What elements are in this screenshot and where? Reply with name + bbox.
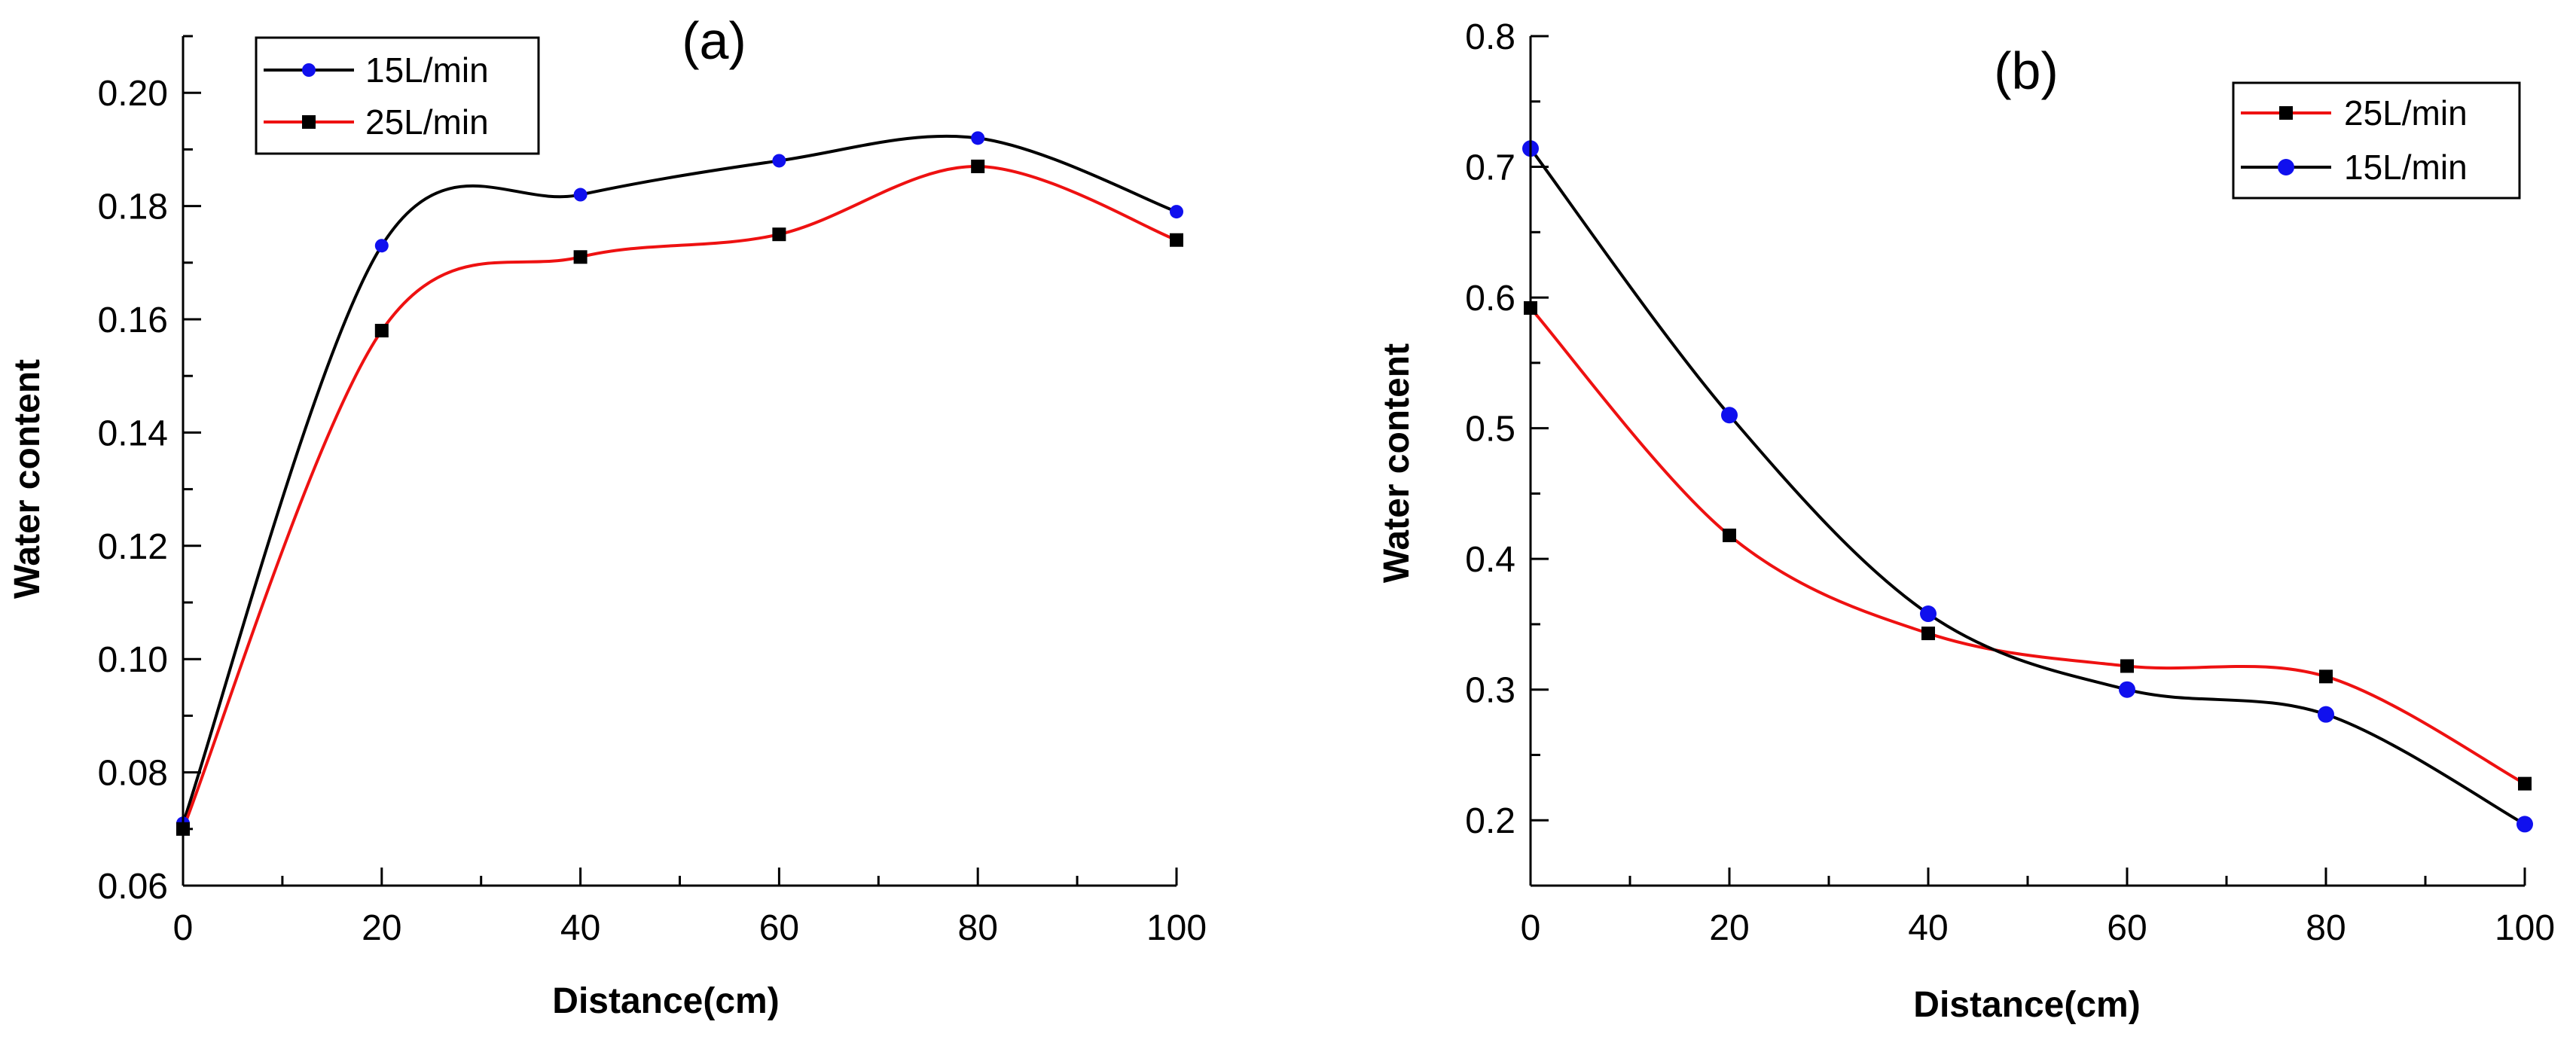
y-tick-label: 0.4 — [1465, 540, 1515, 580]
data-point — [1170, 205, 1183, 219]
x-tick-label: 60 — [759, 908, 799, 948]
data-point — [2518, 776, 2532, 791]
data-point — [1920, 605, 1937, 623]
x-axis-ticks: 0 20 40 60 80 100 — [1521, 868, 2555, 948]
legend-entry: 15L/min — [2241, 148, 2468, 187]
data-point — [374, 324, 389, 338]
data-point — [1721, 407, 1738, 424]
legend-label: 15L/min — [365, 50, 489, 90]
legend-frame — [2232, 81, 2521, 200]
legend: 25L/min 15L/min — [2232, 81, 2521, 200]
legend-marker — [2278, 159, 2294, 175]
panel-label: (a) — [682, 11, 746, 70]
legend: 15L/min 25L/min — [255, 36, 540, 155]
y-axis-title: Water content — [8, 359, 47, 599]
x-tick-label: 100 — [2495, 908, 2555, 948]
y-axis-title: Water content — [1377, 343, 1417, 583]
series-lines — [1529, 148, 2526, 826]
series-line — [1529, 148, 2526, 826]
legend-label: 25L/min — [365, 102, 489, 142]
y-axis-ticks: 0.2 0.3 0.4 0.5 0.6 0.7 0.8 — [1465, 17, 1549, 841]
legend-marker — [302, 63, 316, 77]
y-tick-label: 0.14 — [98, 413, 168, 453]
y-tick-label: 0.10 — [98, 640, 168, 680]
data-point — [2516, 816, 2533, 833]
y-tick-label: 0.12 — [98, 527, 168, 567]
series-line — [182, 164, 1177, 830]
y-tick-label: 0.06 — [98, 867, 168, 907]
y-tick-label: 0.8 — [1465, 17, 1515, 57]
x-tick-label: 80 — [958, 908, 998, 948]
x-tick-label: 0 — [1521, 908, 1541, 948]
x-axis-title: Distance(cm) — [1913, 985, 2140, 1025]
chart-panel-b: 0.2 0.3 0.4 0.5 0.6 0.7 0.8 0 20 40 60 80 100 (b) D… — [1377, 17, 2555, 1025]
y-tick-label: 0.16 — [98, 300, 168, 340]
series-markers — [1522, 140, 2533, 833]
data-point — [2120, 659, 2134, 673]
x-tick-label: 100 — [1146, 908, 1207, 948]
legend-label: 15L/min — [2344, 148, 2468, 187]
chart-panel-a: 0.06 0.08 0.10 0.12 0.14 0.16 0.18 0.20 0 20 40 60… — [8, 11, 1207, 1021]
legend-entry: 25L/min — [2241, 93, 2468, 133]
x-tick-label: 80 — [2306, 908, 2346, 948]
data-point — [1170, 233, 1183, 247]
legend-marker — [302, 115, 316, 129]
data-point — [573, 188, 588, 202]
data-point — [772, 154, 786, 168]
x-tick-label: 60 — [2107, 908, 2147, 948]
data-point — [2119, 681, 2135, 698]
data-point — [374, 239, 389, 253]
data-point — [573, 250, 588, 264]
y-tick-label: 0.18 — [98, 188, 168, 227]
data-point — [1921, 627, 1935, 641]
y-tick-label: 0.5 — [1465, 410, 1515, 450]
x-tick-label: 20 — [1709, 908, 1749, 948]
series-line — [182, 134, 1177, 824]
x-axis-title: Distance(cm) — [552, 981, 779, 1021]
series-markers — [176, 131, 1183, 836]
x-tick-label: 0 — [173, 908, 194, 948]
y-tick-label: 0.6 — [1465, 279, 1515, 319]
legend-label: 25L/min — [2344, 93, 2468, 133]
data-point — [2318, 706, 2334, 723]
series-line — [1529, 306, 2526, 785]
y-tick-label: 0.3 — [1465, 671, 1515, 711]
y-tick-label: 0.7 — [1465, 148, 1515, 188]
legend-entry: 15L/min — [264, 50, 489, 90]
legend-frame — [255, 36, 540, 155]
data-point — [1723, 528, 1736, 542]
y-tick-label: 0.20 — [98, 74, 168, 114]
x-tick-label: 20 — [362, 908, 401, 948]
y-tick-label: 0.2 — [1465, 801, 1515, 841]
x-tick-label: 40 — [560, 908, 600, 948]
panel-label: (b) — [1994, 41, 2059, 100]
data-point — [2319, 669, 2333, 684]
legend-marker — [2279, 106, 2293, 120]
y-axis-ticks: 0.06 0.08 0.10 0.12 0.14 0.16 0.18 0.20 — [98, 35, 201, 907]
series-lines — [182, 134, 1177, 830]
x-axis-ticks: 0 20 40 60 80 100 — [173, 868, 1207, 948]
y-tick-label: 0.08 — [98, 754, 168, 794]
legend-entry: 25L/min — [264, 102, 489, 142]
x-tick-label: 40 — [1908, 908, 1948, 948]
data-point — [772, 227, 786, 242]
data-point — [971, 159, 985, 173]
data-point — [971, 131, 985, 145]
